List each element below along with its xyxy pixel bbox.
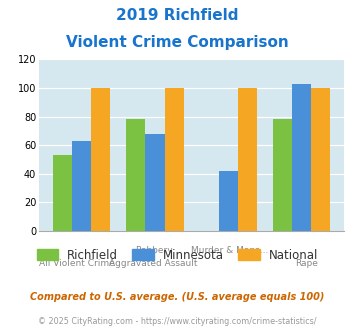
Legend: Richfield, Minnesota, National: Richfield, Minnesota, National	[32, 244, 323, 266]
Text: Rape: Rape	[295, 259, 318, 268]
Text: © 2025 CityRating.com - https://www.cityrating.com/crime-statistics/: © 2025 CityRating.com - https://www.city…	[38, 317, 317, 326]
Bar	[238, 88, 257, 231]
Text: Violent Crime Comparison: Violent Crime Comparison	[66, 35, 289, 50]
Bar	[72, 141, 91, 231]
Bar	[292, 84, 311, 231]
Bar	[219, 171, 238, 231]
Text: 2019 Richfield: 2019 Richfield	[116, 8, 239, 23]
Bar	[146, 134, 164, 231]
Bar	[311, 88, 331, 231]
Text: Compared to U.S. average. (U.S. average equals 100): Compared to U.S. average. (U.S. average …	[30, 292, 325, 302]
Text: Murder & Mans...: Murder & Mans...	[191, 246, 268, 255]
Bar	[164, 88, 184, 231]
Text: All Violent Crime: All Violent Crime	[39, 259, 115, 268]
Text: Robbery: Robbery	[135, 246, 172, 255]
Text: Aggravated Assault: Aggravated Assault	[109, 259, 198, 268]
Bar	[91, 88, 110, 231]
Bar	[273, 119, 292, 231]
Bar	[53, 155, 72, 231]
Bar	[126, 119, 146, 231]
